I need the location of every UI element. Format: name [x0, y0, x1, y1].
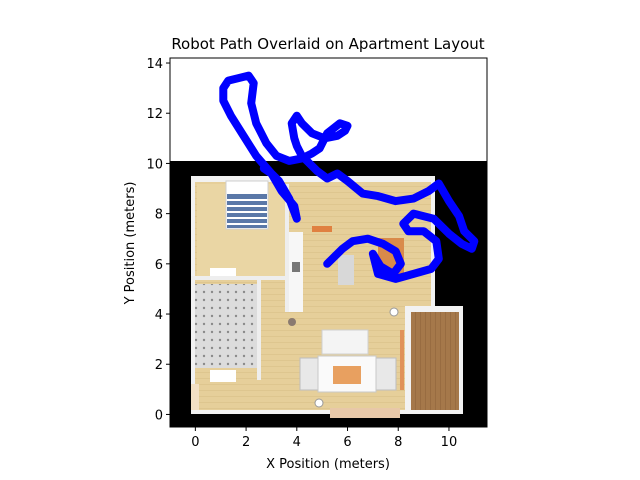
x-tick-label: 10 [441, 435, 458, 450]
y-tick-label: 0 [155, 408, 163, 423]
y-tick-label: 14 [146, 57, 163, 72]
x-axis-label: X Position (meters) [266, 457, 390, 472]
series-layer [219, 71, 479, 283]
y-tick-label: 8 [155, 208, 163, 223]
x-tick-label: 4 [293, 435, 301, 450]
y-axis-label: Y Position (meters) [123, 182, 138, 306]
x-tick-label: 8 [394, 435, 402, 450]
y-tick-label: 4 [155, 308, 163, 323]
x-axis: 0 2 4 6 8 10 [191, 427, 457, 450]
x-tick-label: 6 [343, 435, 351, 450]
x-tick-label: 0 [191, 435, 199, 450]
axes-frame [169, 57, 488, 428]
robot-path-line [219, 71, 479, 283]
apartment-floor-plan [170, 161, 487, 427]
y-tick-label: 10 [146, 157, 163, 172]
y-axis: 0 2 4 6 8 10 12 14 [146, 57, 170, 423]
y-tick-label: 6 [155, 258, 163, 273]
plot-area [170, 71, 487, 427]
chart-title: Robot Path Overlaid on Apartment Layout [171, 35, 484, 53]
y-tick-label: 12 [146, 107, 163, 122]
y-tick-label: 2 [155, 358, 163, 373]
x-tick-label: 2 [242, 435, 250, 450]
